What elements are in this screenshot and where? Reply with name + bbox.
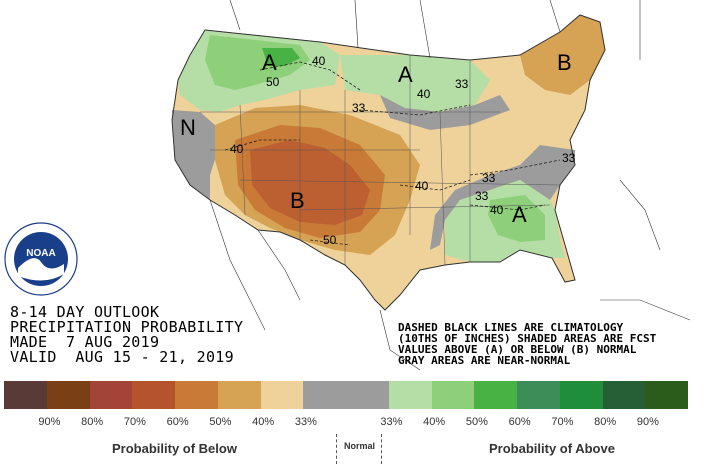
legend-tick-label: 90% bbox=[38, 416, 61, 428]
contour-label-33-se2: 33 bbox=[475, 189, 489, 203]
nw-gray-region bbox=[172, 110, 218, 200]
label-A-northwest: A bbox=[262, 50, 277, 75]
label-B-southwest: B bbox=[290, 188, 305, 213]
nw-green-peak bbox=[262, 48, 300, 66]
legend-swatch bbox=[431, 381, 475, 409]
legend-swatch bbox=[89, 381, 133, 409]
contour-label-50-nw: 50 bbox=[266, 75, 280, 89]
se-green-core bbox=[488, 195, 545, 242]
legend-swatch bbox=[217, 381, 261, 409]
country-outline bbox=[171, 14, 606, 311]
contour-label-40-se: 40 bbox=[490, 203, 504, 217]
noaa-logo: NOAA bbox=[4, 222, 78, 296]
legend-tick-label: 60% bbox=[508, 416, 531, 428]
contour-label-40-nc: 40 bbox=[417, 87, 431, 101]
legend-tick-label: 33% bbox=[380, 416, 403, 428]
contour-label-40-w: 40 bbox=[230, 142, 244, 156]
legend-tick-label: 90% bbox=[636, 416, 659, 428]
contour-label-50-s: 50 bbox=[323, 233, 337, 247]
border-lines bbox=[209, 0, 691, 371]
legend-tick-label: 70% bbox=[551, 416, 574, 428]
sw-brown-core bbox=[250, 140, 370, 225]
legend-tick-label: 50% bbox=[465, 416, 488, 428]
legend-tick-label: 60% bbox=[166, 416, 189, 428]
contour-label-33-ne: 33 bbox=[455, 77, 469, 91]
contour-label-33-se: 33 bbox=[482, 171, 496, 185]
legend-swatch bbox=[303, 381, 346, 409]
legend-swatch bbox=[474, 381, 517, 409]
label-B-northeast: B bbox=[557, 50, 572, 75]
title-line-outlook: 8-14 DAY OUTLOOK bbox=[10, 303, 160, 321]
ne-tan-region bbox=[520, 15, 605, 95]
legend-swatch bbox=[388, 381, 432, 409]
note-line-3: VALUES ABOVE (A) OR BELOW (B) NORMAL bbox=[398, 343, 637, 356]
contour-label-33-e: 33 bbox=[562, 151, 576, 165]
normal-bracket-right bbox=[381, 434, 382, 464]
legend-swatch bbox=[132, 381, 175, 409]
climatology-lines bbox=[224, 61, 561, 246]
contour-label-33-mw: 33 bbox=[352, 101, 366, 115]
legend-below-label: Probability of Below bbox=[112, 441, 237, 456]
legend-above-label: Probability of Above bbox=[489, 441, 615, 456]
legend-tick-label: 50% bbox=[209, 416, 232, 428]
noaa-logo-text: NOAA bbox=[26, 248, 55, 259]
legend-swatch bbox=[346, 381, 389, 409]
legend-tick-label: 33% bbox=[294, 416, 317, 428]
probability-legend bbox=[4, 381, 688, 409]
label-A-southeast: A bbox=[512, 202, 527, 227]
contour-label-40-c: 40 bbox=[415, 179, 429, 193]
title-line-type: PRECIPITATION PROBABILITY bbox=[10, 318, 244, 336]
outlook-title-block: 8-14 DAY OUTLOOK PRECIPITATION PROBABILI… bbox=[10, 305, 243, 365]
legend-swatch bbox=[260, 381, 304, 409]
legend-swatch bbox=[517, 381, 560, 409]
legend-swatch bbox=[4, 381, 47, 409]
title-line-valid: VALID AUG 15 - 21, 2019 bbox=[10, 348, 234, 366]
legend-tick-labels: 90% 80% 70% 60% 50% 40% 33% 33% 40% 50% 60% 70% 80% 9… bbox=[4, 416, 688, 430]
label-N-northwest: N bbox=[180, 115, 196, 140]
legend-tick-label: 40% bbox=[423, 416, 446, 428]
normal-bracket-left bbox=[336, 434, 337, 464]
map-notes: DASHED BLACK LINES ARE CLIMATOLOGY (10TH… bbox=[398, 322, 656, 366]
legend-swatch bbox=[645, 381, 688, 409]
nc-green-region bbox=[340, 55, 490, 112]
note-line-1: DASHED BLACK LINES ARE CLIMATOLOGY bbox=[398, 321, 624, 334]
n-gray-band bbox=[380, 95, 510, 130]
legend-tick-label: 80% bbox=[81, 416, 104, 428]
contour-label-40-nw: 40 bbox=[312, 54, 326, 68]
legend-swatch bbox=[602, 381, 646, 409]
title-line-made: MADE 7 AUG 2019 bbox=[10, 333, 160, 351]
se-gray-band bbox=[430, 145, 575, 250]
legend-swatch bbox=[175, 381, 218, 409]
legend-swatch bbox=[46, 381, 90, 409]
label-A-northcentral: A bbox=[398, 62, 413, 87]
state-boundaries bbox=[200, 55, 561, 266]
precipitation-outlook-map: A A A B B N 40 50 40 33 33 40 40 33 33 4… bbox=[171, 0, 691, 371]
legend-swatch bbox=[559, 381, 603, 409]
legend-normal-label: Normal bbox=[344, 441, 376, 451]
note-line-4: GRAY AREAS ARE NEAR-NORMAL bbox=[398, 354, 571, 367]
note-line-2: (10THS OF INCHES) SHADED AREAS ARE FCST bbox=[398, 332, 657, 345]
legend-tick-label: 80% bbox=[594, 416, 617, 428]
legend-tick-label: 40% bbox=[252, 416, 275, 428]
legend-tick-label: 70% bbox=[123, 416, 146, 428]
